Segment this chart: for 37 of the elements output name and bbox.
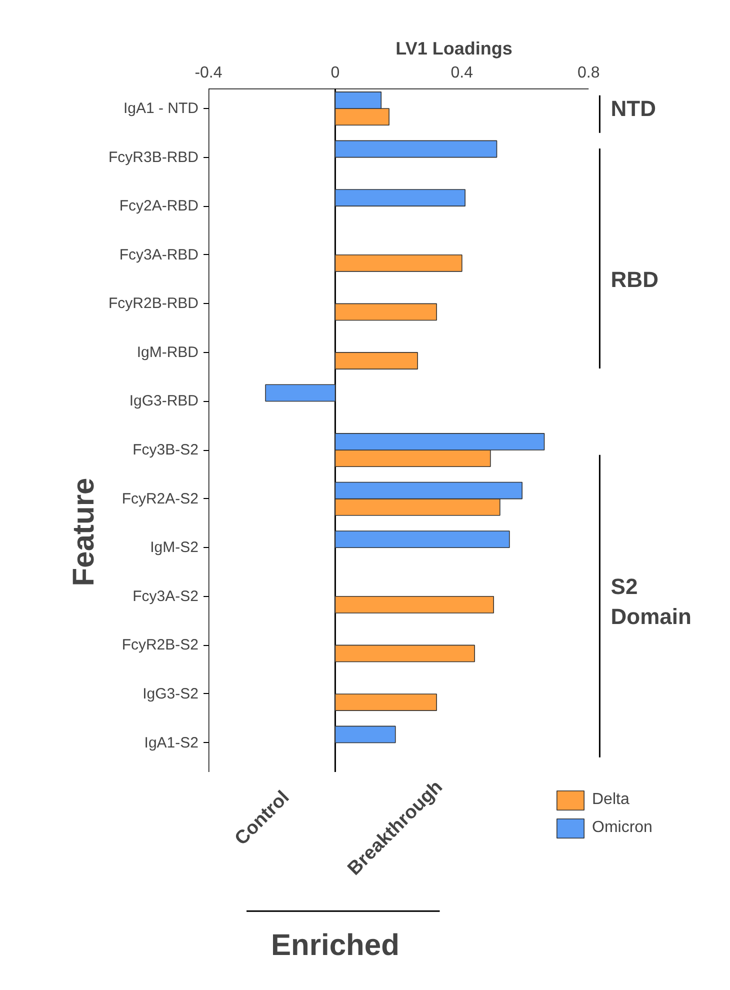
- bar: [334, 726, 396, 744]
- text: NTD: [610, 96, 656, 122]
- y-tick-label: IgM-S2: [150, 539, 199, 556]
- y-tick-label: FcyR2B-S2: [122, 636, 199, 654]
- x-tick-label: 0.8: [578, 64, 600, 82]
- y-tick-label: FcyR2A-S2: [122, 490, 199, 508]
- bar: [334, 254, 462, 272]
- y-tick-label: IgG3-S2: [142, 685, 199, 702]
- bar: [334, 694, 437, 711]
- y-tick-label: FcyR3B-RBD: [108, 148, 199, 166]
- x-tick-label: 0.4: [450, 64, 474, 82]
- bar: [334, 303, 437, 321]
- text: RBD: [610, 266, 658, 292]
- bar: [334, 644, 475, 662]
- x-axis-title: LV1 Loadings: [396, 38, 512, 58]
- y-tick-label: Fcy3A-S2: [132, 588, 199, 605]
- bar: [265, 384, 336, 402]
- x-tick-label: -0.4: [194, 64, 222, 82]
- legend-label: Delta: [592, 791, 630, 809]
- text: S2 Domain: [610, 574, 692, 629]
- y-tick-label: Fcy3A-RBD: [119, 246, 199, 264]
- bar: [334, 596, 494, 614]
- y-axis-title: Feature: [67, 478, 100, 586]
- y-tick-label: Fcy3B-S2: [132, 442, 199, 459]
- y-tick-label: IgA1 - NTD: [123, 100, 199, 118]
- y-tick-label: IgA1-S2: [144, 734, 199, 752]
- y-tick-label: IgG3-RBD: [129, 392, 199, 410]
- bar: [334, 352, 418, 370]
- x-tick-label: 0: [330, 64, 340, 82]
- text: Enriched: [271, 928, 400, 962]
- bar: [334, 140, 498, 158]
- bar: [334, 530, 510, 548]
- y-tick-label: Fcy2A-RBD: [119, 198, 199, 215]
- y-tick-label: FcyR2B-RBD: [108, 295, 199, 312]
- bar: [334, 189, 466, 206]
- legend-label: Omicron: [592, 819, 652, 837]
- y-tick-label: IgM-RBD: [136, 344, 199, 361]
